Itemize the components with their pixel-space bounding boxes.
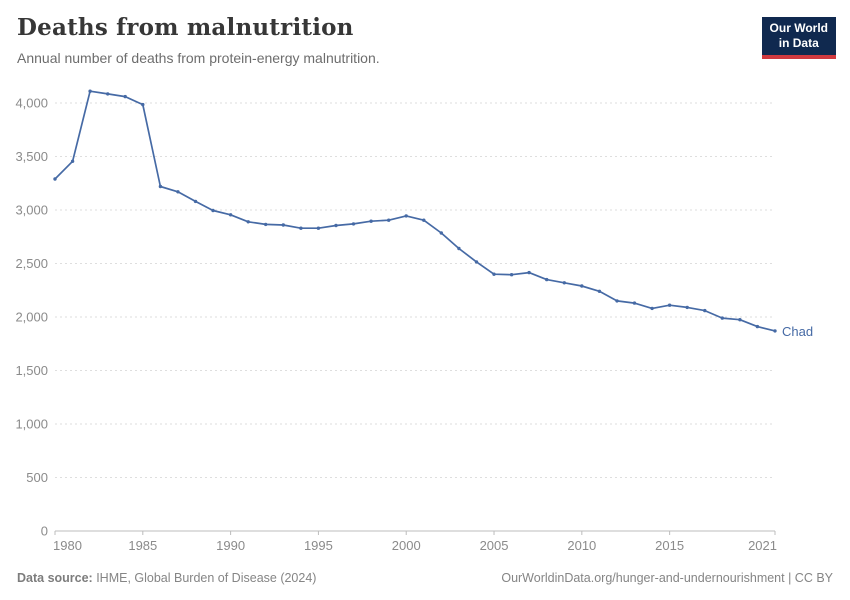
chart-title: Deaths from malnutrition	[17, 14, 354, 41]
series-point	[369, 219, 373, 223]
chart-footer: Data source: IHME, Global Burden of Dise…	[17, 571, 833, 585]
series-point	[527, 270, 531, 275]
series-point	[404, 214, 408, 218]
series-line	[54, 90, 776, 332]
y-tick-label: 1,000	[15, 417, 48, 432]
x-tick-label: 1980	[53, 538, 82, 553]
y-tick-label: 2,500	[15, 256, 48, 271]
series-point	[439, 231, 443, 235]
y-tick-label: 1,500	[15, 363, 48, 378]
series-point	[580, 284, 584, 288]
x-tick-label: 2000	[392, 538, 421, 553]
series-point	[88, 89, 92, 93]
series-point	[685, 305, 689, 310]
series-point	[738, 318, 742, 322]
series-point	[334, 223, 338, 228]
series-point	[264, 222, 268, 227]
series-point	[211, 208, 215, 213]
x-tick-label: 1995	[304, 538, 333, 553]
series-point	[228, 213, 233, 217]
series-point	[650, 306, 654, 311]
series-point	[70, 159, 75, 163]
x-tick-label: 2015	[655, 538, 684, 553]
series-point	[615, 299, 619, 303]
chart-header: Deaths from malnutrition Annual number o…	[17, 14, 750, 66]
series-point	[53, 177, 57, 181]
owid-logo[interactable]: Our World in Data	[761, 17, 836, 59]
series-point	[474, 260, 479, 264]
series-point	[773, 329, 777, 333]
series-point	[422, 218, 426, 222]
series-point	[720, 316, 724, 320]
credit-link[interactable]: OurWorldinData.org/hunger-and-undernouri…	[501, 571, 833, 585]
owid-logo-line1: Our World	[769, 21, 828, 35]
series-point	[106, 92, 110, 96]
series-point	[509, 273, 514, 277]
y-tick-label: 500	[26, 470, 48, 485]
series-point	[387, 218, 391, 222]
y-tick-label: 3,000	[15, 203, 48, 218]
series-point	[176, 190, 180, 194]
y-tick-label: 4,000	[15, 96, 48, 111]
line-chart-plot-area[interactable]: 0 500 1,000 1,500 2,000 2,500 3,000 3,500 4,000 1…	[0, 80, 850, 560]
series-point	[562, 281, 566, 285]
series-point	[755, 324, 760, 329]
y-tick-label: 2,000	[15, 310, 48, 325]
x-tick-label: 2021	[748, 538, 777, 553]
series-point	[123, 94, 127, 99]
x-tick-label: 1990	[216, 538, 245, 553]
series-point	[193, 199, 198, 204]
data-source-label: Data source:	[17, 571, 93, 585]
series-point	[492, 272, 496, 276]
data-source-text: IHME, Global Burden of Disease (2024)	[92, 571, 317, 585]
entity-label[interactable]: Chad	[782, 324, 813, 339]
series-point	[667, 303, 672, 307]
series-point	[457, 246, 461, 251]
series-point	[632, 301, 637, 305]
series-point	[316, 226, 321, 230]
x-tick-label: 2010	[567, 538, 596, 553]
series-point	[158, 184, 163, 189]
series-point	[703, 308, 707, 313]
y-tick-label: 3,500	[15, 149, 48, 164]
series-point	[597, 289, 602, 293]
series-point	[281, 223, 285, 227]
owid-logo-line2: in Data	[778, 36, 819, 51]
series-point	[141, 102, 145, 107]
series-point	[299, 226, 303, 230]
series-point	[351, 222, 356, 226]
x-tick-label: 2005	[480, 538, 509, 553]
series-point	[545, 277, 549, 282]
x-tick-label: 1985	[128, 538, 157, 553]
chart-subtitle: Annual number of deaths from protein-ene…	[17, 50, 380, 66]
series-point	[246, 220, 250, 224]
y-tick-label: 0	[41, 524, 48, 539]
data-source-note: Data source: IHME, Global Burden of Dise…	[17, 571, 316, 585]
